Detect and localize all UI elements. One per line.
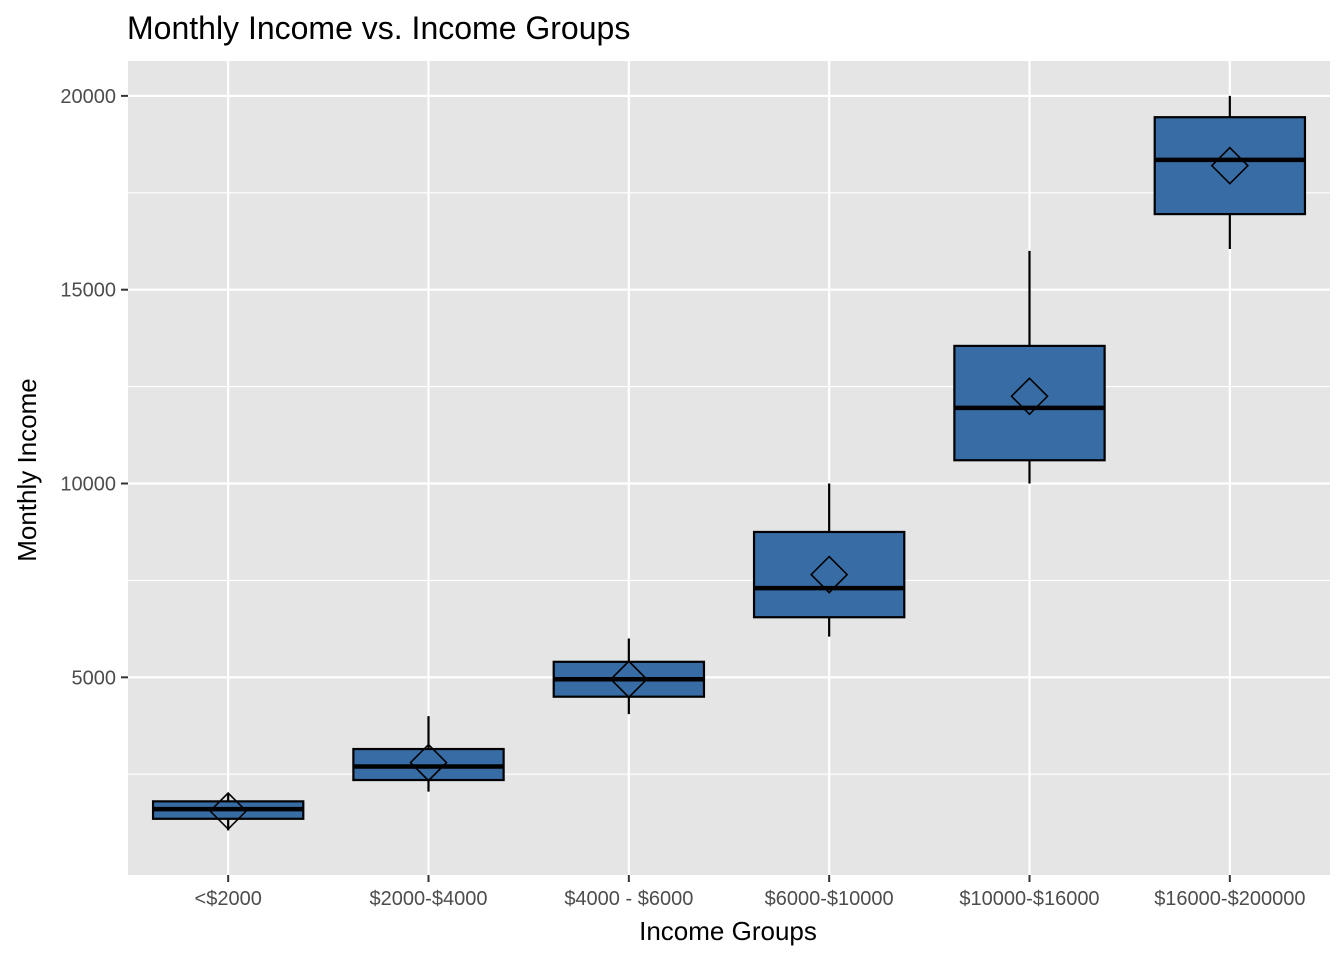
x-tick-label: $4000 - $6000 [564,888,693,910]
box-5 [953,250,1106,484]
mean-marker [409,743,448,782]
mean-marker [810,555,849,594]
box-body [953,344,1106,462]
box-1 [151,791,305,831]
box-2 [352,716,505,792]
x-tick-label: $2000-$4000 [370,888,488,910]
box-body [752,530,906,619]
x-tick-label: $10000-$16000 [959,888,1099,910]
box-6 [1153,95,1307,249]
y-tick-label: 15000 [60,280,116,302]
mean-marker [609,660,648,699]
y-tick-label: 20000 [60,86,116,108]
x-tick-label: $6000-$10000 [765,888,894,910]
box-4 [752,483,906,637]
boxes [151,95,1307,831]
mean-marker [1210,146,1249,185]
x-tick-label: <$2000 [195,888,262,910]
box-body [1153,116,1307,216]
chart-title: Monthly Income vs. Income Groups [127,10,630,46]
mean-marker [1010,377,1049,416]
y-tick-label: 5000 [72,667,117,689]
x-tick-label: $16000-$200000 [1154,888,1305,910]
plot-panel [128,61,1330,875]
mean-marker [209,791,248,831]
axes: 5000 10000 15000 20000 <$2000 $2000-$4000 $400… [60,86,1305,910]
box-3 [552,638,706,715]
y-tick-label: 10000 [60,474,116,496]
x-axis-title: Income Groups [639,916,817,946]
y-axis-title: Monthly Income [12,378,42,562]
